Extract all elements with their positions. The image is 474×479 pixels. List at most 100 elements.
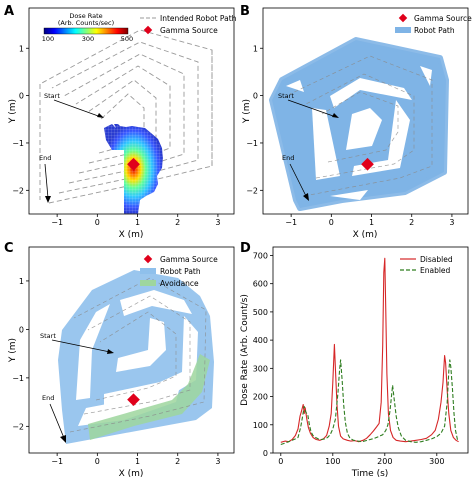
colorbar: Dose Rate (Arb. Counts/sec) 100 300 500 (42, 12, 133, 43)
x-tick-label: −1 (285, 218, 297, 227)
legend-label-intended-path: Intended Robot Path (160, 14, 237, 23)
panel-c-plot (58, 270, 214, 444)
xlabel-a: X (m) (119, 230, 144, 240)
y-tick-label: −2 (12, 186, 24, 195)
x-tick-label: 200 (377, 457, 392, 466)
avoidance-path-c (88, 354, 210, 440)
x-tick-label: −1 (51, 218, 63, 227)
colorbar-bar (43, 27, 129, 35)
x-tick-label: 3 (215, 218, 220, 227)
panel-d: 0 100 200 300 0 100 200 300 400 500 600 700 Time (s… (240, 246, 469, 479)
axes-b (262, 7, 469, 215)
x-tick-label: 300 (429, 457, 444, 466)
intended-path-b (289, 55, 433, 197)
robot-path-c-holes (76, 290, 198, 426)
panel-label-a: A (4, 4, 14, 19)
panel-c: −1 0 1 2 3 1 0 −1 −2 X (m) Y (m) Gamma Source Ro… (8, 246, 235, 479)
x-tick-label: 0 (95, 218, 100, 227)
legend-label-avoidance: Avoidance (160, 279, 199, 288)
x-tick-label: 2 (175, 218, 180, 227)
end-annotation-c: End (42, 394, 66, 443)
ylabel-a: Y (m) (8, 99, 18, 124)
start-label-c: Start (40, 332, 56, 340)
colorbar-tick: 100 (42, 35, 54, 43)
start-annotation-a: Start (44, 92, 104, 118)
ticks-a: −1 0 1 2 3 1 0 −1 −2 (12, 44, 220, 227)
y-tick-label: −2 (12, 422, 24, 431)
legend-label-gamma-source: Gamma Source (160, 26, 218, 35)
start-label-a: Start (44, 92, 60, 100)
colorbar-tick: 500 (121, 35, 133, 43)
xlabel-d: Time (s) (351, 469, 389, 479)
y-tick-label: 0 (263, 449, 268, 458)
legend-label-disabled: Disabled (420, 255, 453, 264)
xlabel-b: X (m) (353, 230, 378, 240)
legend-a: Intended Robot Path Gamma Source (140, 14, 237, 35)
y-tick-label: 0 (19, 325, 24, 334)
series-line-enabled (280, 359, 459, 446)
colorbar-label-line2: (Arb. Counts/sec) (58, 19, 114, 27)
series-d (280, 257, 459, 446)
x-tick-label: 3 (215, 457, 220, 466)
legend-label-robot-path: Robot Path (414, 26, 455, 35)
start-annotation-b: Start (278, 92, 339, 118)
end-annotation-b: End (282, 154, 309, 201)
panel-a: −1 0 1 2 3 1 0 −1 −2 X (m) Y (m) Dose Rate (Arb.… (8, 7, 237, 240)
legend-label-gamma-source: Gamma Source (160, 255, 218, 264)
y-tick-label: 0 (253, 92, 258, 101)
colorbar-label-line1: Dose Rate (69, 12, 102, 20)
y-tick-label: −1 (12, 139, 24, 148)
x-tick-label: 0 (95, 457, 100, 466)
end-label-b: End (282, 154, 294, 162)
panel-label-d: D (240, 241, 251, 256)
series-line-disabled (280, 257, 459, 443)
x-tick-label: 1 (135, 218, 140, 227)
x-tick-label: 1 (135, 457, 140, 466)
robot-path-b-holes (286, 66, 432, 200)
ticks-d: 0 100 200 300 0 100 200 300 400 500 600 700 (253, 251, 445, 466)
x-tick-label: 2 (409, 218, 414, 227)
axes-d (272, 246, 469, 454)
y-tick-label: 700 (253, 251, 268, 260)
legend-label-gamma-source: Gamma Source (414, 14, 472, 23)
y-tick-label: 100 (253, 421, 268, 430)
gamma-source-marker-a (127, 157, 140, 171)
x-tick-label: 0 (329, 218, 334, 227)
end-label-a: End (39, 154, 51, 162)
x-tick-label: 1 (369, 218, 374, 227)
x-tick-label: 3 (449, 218, 454, 227)
legend-label-robot-path: Robot Path (160, 267, 201, 276)
y-tick-label: −1 (12, 374, 24, 383)
y-tick-label: 1 (19, 44, 24, 53)
y-tick-label: 1 (19, 277, 24, 286)
gamma-source-marker-c (127, 393, 140, 407)
panel-label-b: B (240, 4, 250, 19)
x-tick-label: 0 (278, 457, 283, 466)
legend-b: Gamma Source Robot Path (395, 13, 472, 35)
legend-c: Gamma Source Robot Path Avoidance (140, 254, 218, 288)
ylabel-b: Y (m) (242, 99, 252, 124)
intended-path-c (69, 277, 207, 433)
colorbar-tick: 300 (82, 35, 94, 43)
ticks-c: −1 0 1 2 3 1 0 −1 −2 (12, 277, 220, 466)
start-annotation-c: Start (40, 332, 114, 354)
start-label-b: Start (278, 92, 294, 100)
ylabel-d: Dose Rate (Arb. Count/s) (240, 294, 250, 406)
y-tick-label: 500 (253, 308, 268, 317)
y-tick-label: 400 (253, 336, 268, 345)
panel-label-c: C (4, 241, 14, 256)
x-tick-label: 2 (175, 457, 180, 466)
end-label-c: End (42, 394, 54, 402)
ylabel-c: Y (m) (8, 338, 18, 363)
gamma-source-marker-b (361, 157, 374, 171)
ticks-b: −1 0 1 2 3 1 0 −1 −2 (246, 44, 454, 227)
y-tick-label: 1 (253, 44, 258, 53)
y-tick-label: 200 (253, 393, 268, 402)
panel-b: −1 0 1 2 3 1 0 −1 −2 X (m) Y (m) Gamma Source Ro… (242, 7, 472, 240)
legend-label-enabled: Enabled (420, 266, 451, 275)
legend-d: Disabled Enabled (400, 255, 453, 275)
panel-b-plot (269, 37, 449, 211)
x-tick-label: −1 (51, 457, 63, 466)
axes-c (28, 246, 235, 454)
